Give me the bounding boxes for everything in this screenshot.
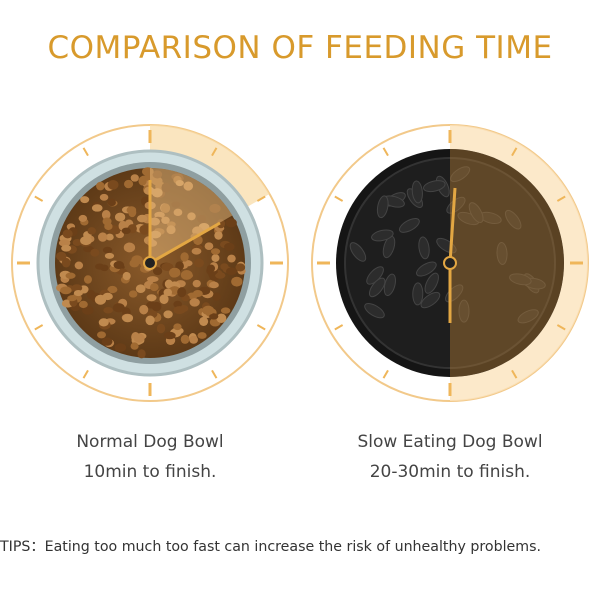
normal-bowl-illustration: [11, 124, 289, 402]
clock-tick: [556, 324, 566, 331]
clock-tick: [382, 147, 389, 157]
clock-tick: [34, 324, 44, 331]
clock-tick: [82, 147, 89, 157]
clock-hand-end: [149, 221, 221, 265]
clock-tick: [382, 369, 389, 379]
slow-bowl-caption: Slow Eating Dog Bowl 20-30min to finish.: [300, 427, 600, 487]
normal-bowl-label: Normal Dog Bowl: [76, 432, 224, 452]
clock-tick: [556, 195, 566, 202]
clock-ticks: [317, 130, 583, 396]
clock-tick: [34, 195, 44, 202]
slow-bowl-illustration: [311, 124, 589, 402]
slow-bowl-clock: [305, 118, 595, 408]
clock-tick: [334, 195, 344, 202]
clock-tick: [511, 369, 518, 379]
page-title: COMPARISON OF FEEDING TIME: [47, 30, 553, 66]
bowl-ridges: [349, 166, 546, 324]
clock-tick: [211, 369, 218, 379]
tips-text: TIPS：Eating too much too fast can increa…: [0, 539, 541, 555]
clock-center: [143, 256, 157, 270]
clock-tick: [511, 147, 518, 157]
clock-ticks: [17, 130, 283, 396]
normal-bowl-caption: Normal Dog Bowl 10min to finish.: [0, 427, 300, 487]
clock-hand-minute: [448, 187, 457, 264]
clock-tick: [82, 369, 89, 379]
normal-bowl-clock: [5, 118, 295, 408]
clock-tick: [256, 324, 266, 331]
clock-tick: [211, 147, 218, 157]
slow-bowl-time: 20-30min to finish.: [369, 462, 531, 482]
slow-bowl-label: Slow Eating Dog Bowl: [357, 432, 543, 452]
clock-tick: [256, 195, 266, 202]
clock-tick: [334, 324, 344, 331]
clock-center: [443, 256, 457, 270]
normal-bowl-time: 10min to finish.: [83, 462, 217, 482]
